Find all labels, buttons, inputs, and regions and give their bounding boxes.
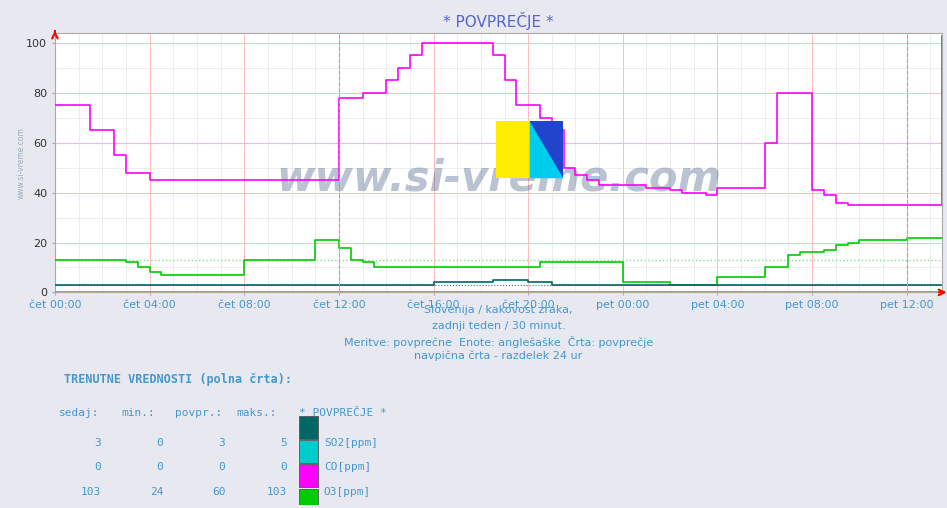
Text: * POVPREČJE *: * POVPREČJE * [299,408,386,418]
Text: O3[ppm]: O3[ppm] [324,487,371,496]
Text: www.si-vreme.com: www.si-vreme.com [17,127,26,199]
Text: 0: 0 [219,462,225,472]
Text: SO2[ppm]: SO2[ppm] [324,438,378,448]
Text: 0: 0 [156,438,163,448]
Text: 5: 5 [280,438,287,448]
Bar [299,440,318,463]
Text: TRENUTNE VREDNOSTI (polna črta):: TRENUTNE VREDNOSTI (polna črta): [63,373,292,386]
Bar [299,489,318,508]
Title: * POVPREČJE *: * POVPREČJE * [443,13,554,30]
Text: zadnji teden / 30 minut.: zadnji teden / 30 minut. [432,321,565,331]
Text: 24: 24 [150,487,163,496]
Bar [529,121,563,178]
Text: 0: 0 [95,462,101,472]
Text: CO[ppm]: CO[ppm] [324,462,371,472]
Text: min.:: min.: [121,408,155,418]
Text: 0: 0 [156,462,163,472]
Text: 0: 0 [280,462,287,472]
Text: maks.:: maks.: [237,408,277,418]
Text: Meritve: povprečne  Enote: anglešaške  Črta: povprečje: Meritve: povprečne Enote: anglešaške Črt… [344,336,653,347]
Text: sedaj:: sedaj: [60,408,99,418]
Bar [496,121,529,178]
Text: Slovenija / kakovost zraka,: Slovenija / kakovost zraka, [424,305,573,315]
Text: 103: 103 [267,487,287,496]
Bar [299,464,318,487]
Text: www.si-vreme.com: www.si-vreme.com [277,157,721,199]
Bar [299,416,318,438]
Text: navpična črta - razdelek 24 ur: navpična črta - razdelek 24 ur [415,351,582,361]
Text: povpr.:: povpr.: [174,408,222,418]
Text: 3: 3 [219,438,225,448]
Text: 3: 3 [95,438,101,448]
Text: 60: 60 [212,487,225,496]
Text: 103: 103 [80,487,101,496]
Polygon shape [529,121,563,178]
